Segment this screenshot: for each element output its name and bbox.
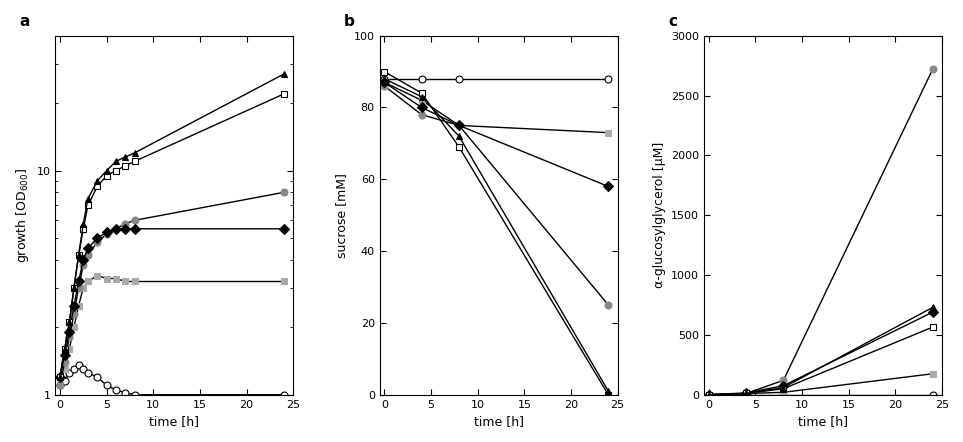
X-axis label: time [h]: time [h] bbox=[474, 415, 524, 428]
X-axis label: time [h]: time [h] bbox=[798, 415, 848, 428]
Y-axis label: α-glucosylglycerol [μM]: α-glucosylglycerol [μM] bbox=[653, 142, 665, 288]
Text: b: b bbox=[344, 14, 354, 29]
X-axis label: time [h]: time [h] bbox=[149, 415, 199, 428]
Text: a: a bbox=[19, 14, 30, 29]
Text: c: c bbox=[668, 14, 677, 29]
Y-axis label: sucrose [mM]: sucrose [mM] bbox=[335, 173, 349, 258]
Y-axis label: growth [OD$_{600}$]: growth [OD$_{600}$] bbox=[13, 168, 31, 263]
